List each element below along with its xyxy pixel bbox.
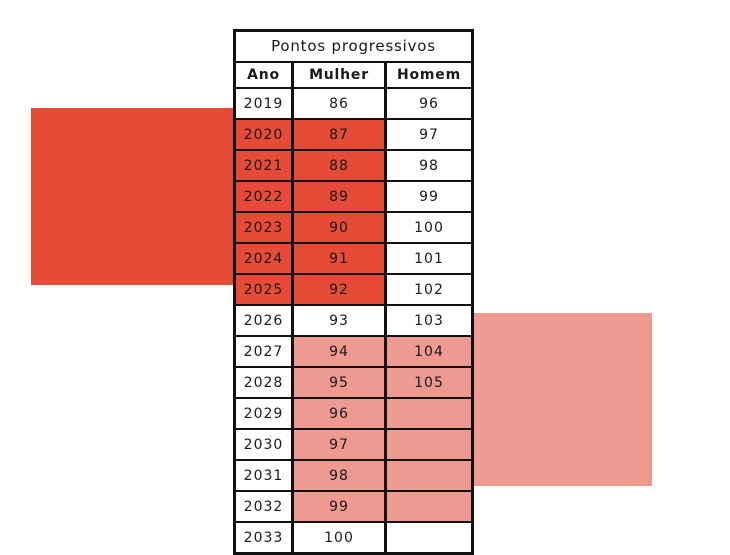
cell-ano: 2030 [236,430,294,459]
cell-ano: 2025 [236,275,294,304]
cell-ano: 2021 [236,151,294,180]
cell-homem: 103 [387,306,471,335]
table-row: 2024 91 101 [236,242,471,273]
cell-mulher: 88 [294,151,387,180]
cell-homem [387,430,471,459]
cell-mulher: 100 [294,523,387,552]
cell-homem: 102 [387,275,471,304]
table-row: 2033 100 [236,521,471,552]
cell-homem: 104 [387,337,471,366]
table-row: 2023 90 100 [236,211,471,242]
cell-homem [387,492,471,521]
cell-homem: 101 [387,244,471,273]
table-row: 2031 98 [236,459,471,490]
table-row: 2021 88 98 [236,149,471,180]
header-ano: Ano [236,63,294,87]
cell-ano: 2033 [236,523,294,552]
table-row: 2020 87 97 [236,118,471,149]
table-row: 2019 86 96 [236,89,471,118]
table-row: 2032 99 [236,490,471,521]
cell-homem [387,399,471,428]
table-row: 2030 97 [236,428,471,459]
cell-homem: 100 [387,213,471,242]
cell-homem: 97 [387,120,471,149]
cell-mulher: 95 [294,368,387,397]
cell-ano: 2019 [236,89,294,118]
cell-ano: 2024 [236,244,294,273]
table-title: Pontos progressivos [236,32,471,63]
cell-ano: 2022 [236,182,294,211]
cell-homem [387,523,471,552]
cell-ano: 2027 [236,337,294,366]
cell-homem: 96 [387,89,471,118]
cell-mulher: 94 [294,337,387,366]
table-row: 2029 96 [236,397,471,428]
table-row: 2027 94 104 [236,335,471,366]
cell-homem: 99 [387,182,471,211]
cell-mulher: 91 [294,244,387,273]
cell-mulher: 87 [294,120,387,149]
table-row: 2022 89 99 [236,180,471,211]
cell-mulher: 99 [294,492,387,521]
cell-mulher: 89 [294,182,387,211]
table-row: 2028 95 105 [236,366,471,397]
cell-ano: 2031 [236,461,294,490]
cell-homem: 105 [387,368,471,397]
table-row: 2026 93 103 [236,304,471,335]
cell-mulher: 97 [294,430,387,459]
cell-ano: 2029 [236,399,294,428]
cell-homem [387,461,471,490]
table-row: 2025 92 102 [236,273,471,304]
table-header-row: Ano Mulher Homem [236,63,471,89]
points-table: Pontos progressivos Ano Mulher Homem 201… [233,29,474,555]
cell-ano: 2023 [236,213,294,242]
cell-mulher: 98 [294,461,387,490]
header-homem: Homem [387,63,471,87]
cell-ano: 2032 [236,492,294,521]
cell-mulher: 86 [294,89,387,118]
cell-ano: 2020 [236,120,294,149]
cell-ano: 2028 [236,368,294,397]
cell-mulher: 90 [294,213,387,242]
cell-mulher: 92 [294,275,387,304]
cell-mulher: 93 [294,306,387,335]
cell-homem: 98 [387,151,471,180]
header-mulher: Mulher [294,63,387,87]
cell-mulher: 96 [294,399,387,428]
cell-ano: 2026 [236,306,294,335]
